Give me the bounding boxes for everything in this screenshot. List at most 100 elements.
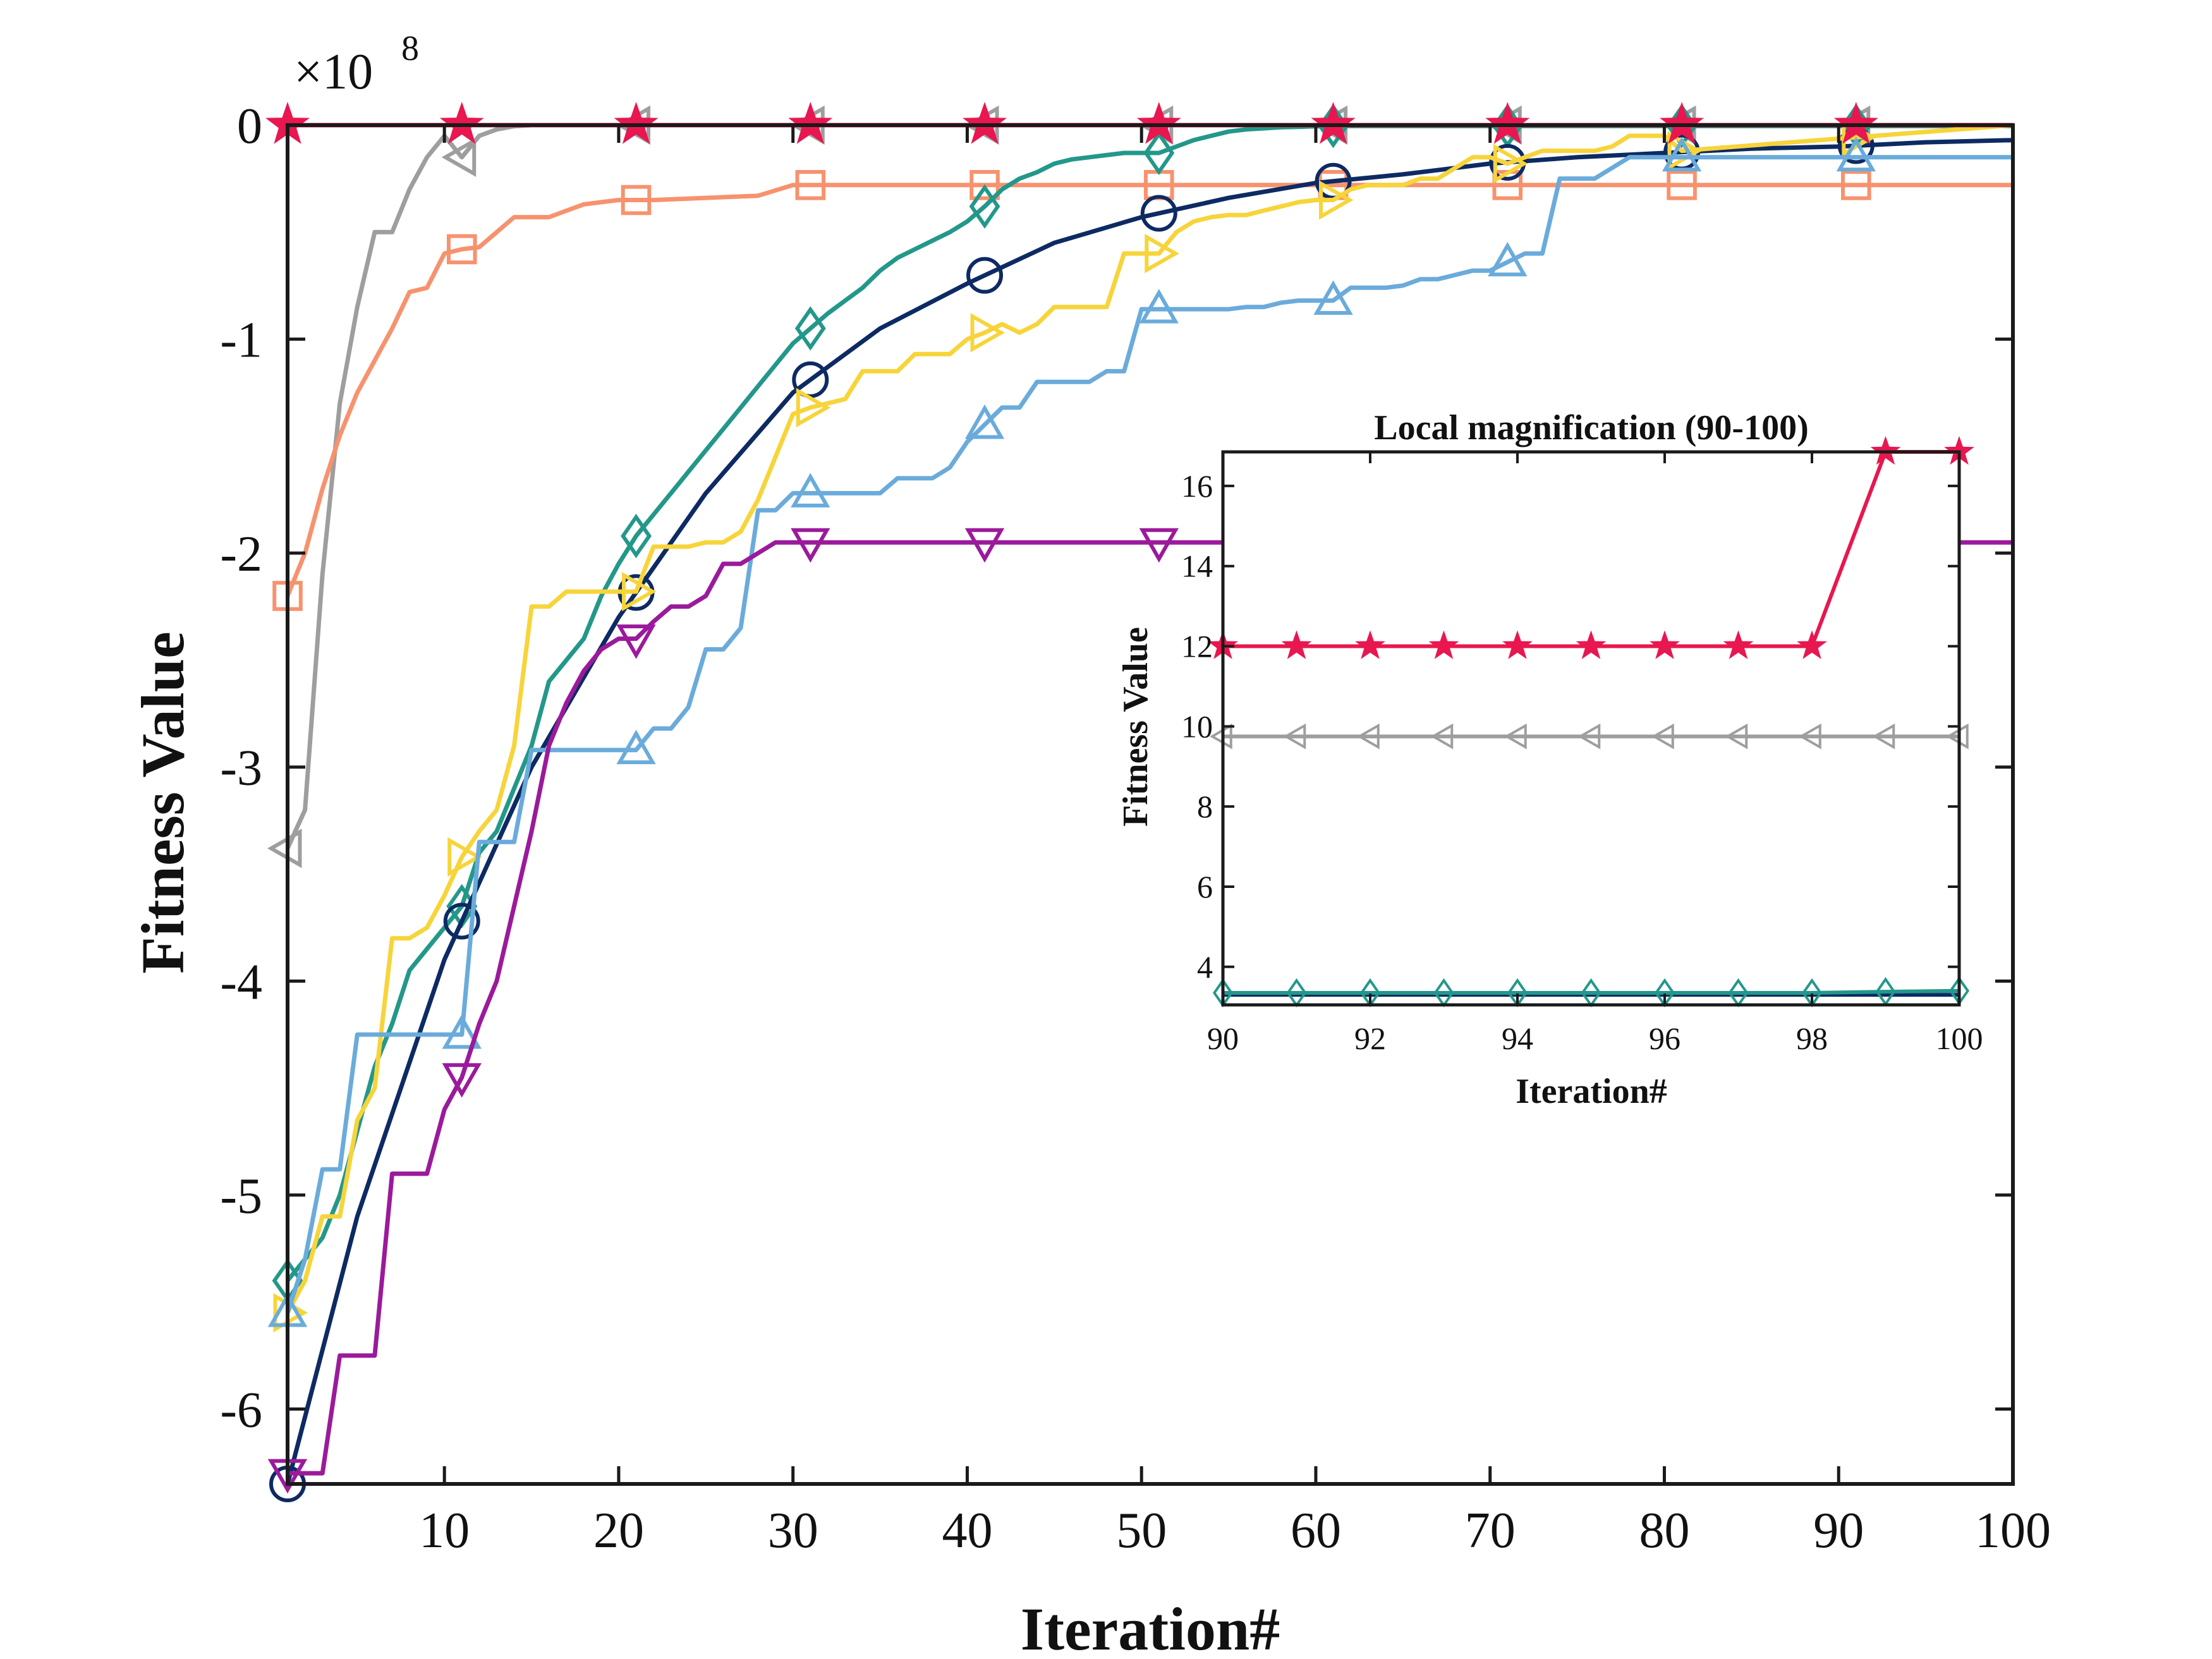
inset-chart: 90 92 94 96 98 100 4 6 8 10 12 14 16 Local magnifica… <box>1116 408 1983 1111</box>
data-point-navy-circle <box>966 257 1004 294</box>
data-point-gray-triangle-left <box>1798 723 1821 750</box>
x-tick-label: 100 <box>1975 1503 2051 1559</box>
x-tick-label: 96 <box>1649 1021 1680 1056</box>
data-point-crimson-star <box>962 102 1007 144</box>
data-point-gray-triangle-left <box>1504 723 1527 750</box>
data-point-gray-triangle-left <box>267 829 302 868</box>
inset-title: Local magnification (90-100) <box>1374 408 1808 447</box>
exponent-base: ×10 <box>294 44 373 100</box>
y-tick-label: 14 <box>1181 549 1213 584</box>
inset-plot-border <box>1221 450 1961 1007</box>
data-point-salmon-square <box>621 185 652 216</box>
main-plot-frame <box>286 123 2015 1486</box>
x-tick-label: 20 <box>593 1503 644 1559</box>
data-point-crimson-star <box>1355 630 1385 659</box>
data-point-gray-triangle-left <box>1283 723 1306 750</box>
main-chart: 10 20 30 40 50 60 70 80 90 100 0 -1 -2 -3 -4 -5 -6 ×10 8… <box>129 29 2051 1659</box>
data-point-crimson-star <box>1281 630 1312 659</box>
series-line-teal-diamond <box>1223 988 1960 995</box>
data-point-gray-triangle-left <box>1430 723 1454 750</box>
x-tick-label: 90 <box>1207 1021 1239 1056</box>
data-point-crimson-star <box>1485 102 1530 144</box>
data-point-teal-diamond <box>1143 130 1175 176</box>
x-tick-label: 92 <box>1354 1021 1386 1056</box>
data-point-blue-triangle-up <box>442 1014 482 1049</box>
inset-series-layer <box>1208 435 1974 1008</box>
series-line-gray-triangle-left <box>288 123 2013 849</box>
y-tick-label: -1 <box>220 313 262 368</box>
y-tick-label: 0 <box>237 99 262 154</box>
series-line-salmon-square <box>288 183 2013 597</box>
data-point-crimson-star <box>439 102 484 144</box>
data-point-purple-triangle-down <box>442 1063 482 1098</box>
x-tick-label: 94 <box>1502 1021 1533 1056</box>
data-point-crimson-star <box>1311 102 1356 144</box>
x-tick-label: 10 <box>419 1503 470 1559</box>
data-point-blue-triangle-up <box>791 473 830 507</box>
data-point-yellow-triangle-right <box>1493 143 1528 184</box>
data-point-crimson-star <box>614 102 659 144</box>
data-point-gray-triangle-left <box>1872 723 1895 750</box>
data-point-gray-triangle-left <box>441 137 477 177</box>
data-point-gray-triangle-left <box>1725 723 1748 750</box>
data-point-crimson-star <box>1659 102 1705 144</box>
y-tick-label: -4 <box>220 954 262 1010</box>
x-tick-label: 100 <box>1936 1021 1983 1056</box>
data-point-blue-triangle-up <box>1313 280 1353 315</box>
data-point-blue-triangle-up <box>1139 289 1179 324</box>
main-tick-layer: 10 20 30 40 50 60 70 80 90 100 0 -1 -2 -3 -4 -5 -6 <box>220 99 2051 1559</box>
data-point-yellow-triangle-right <box>796 387 831 428</box>
data-point-teal-diamond <box>969 184 1000 229</box>
y-tick-label: 10 <box>1181 708 1213 744</box>
x-tick-label: 70 <box>1465 1503 1516 1559</box>
inset-y-axis-title: Fitness Value <box>1116 627 1155 827</box>
data-point-gray-triangle-left <box>1356 723 1380 750</box>
x-tick-label: 80 <box>1639 1503 1689 1559</box>
series-line-blue-triangle-up <box>288 155 2013 1314</box>
data-point-gray-triangle-left <box>1651 723 1674 750</box>
x-tick-label: 40 <box>942 1503 992 1559</box>
data-point-crimson-star <box>788 102 833 144</box>
data-point-yellow-triangle-right <box>622 571 657 612</box>
data-point-salmon-square <box>446 234 477 265</box>
data-point-crimson-star <box>1723 630 1754 659</box>
series-line-purple-triangle-down <box>288 540 2013 1476</box>
y-tick-label: 12 <box>1181 629 1213 664</box>
data-point-blue-triangle-up <box>1662 137 1702 172</box>
x-tick-label: 98 <box>1796 1021 1828 1056</box>
data-point-crimson-star <box>1136 102 1181 144</box>
data-point-salmon-square <box>1667 170 1697 200</box>
y-tick-label: -5 <box>220 1169 262 1224</box>
x-tick-label: 30 <box>768 1503 818 1559</box>
main-x-axis-title: Iteration# <box>1021 1595 1280 1659</box>
x-tick-label: 50 <box>1116 1503 1167 1559</box>
data-point-salmon-square <box>969 170 1000 200</box>
data-point-crimson-star <box>1650 630 1680 659</box>
data-point-yellow-triangle-right <box>447 837 482 877</box>
y-tick-label: -2 <box>220 526 262 582</box>
series-crimson-star <box>1208 435 1974 659</box>
data-point-crimson-star <box>1502 630 1533 659</box>
data-point-navy-circle <box>1140 195 1177 232</box>
y-tick-label: 16 <box>1181 468 1213 504</box>
main-y-axis-title: Fitness Value <box>129 631 197 973</box>
exponent-power: 8 <box>401 29 419 68</box>
data-point-yellow-triangle-right <box>1319 180 1354 220</box>
data-point-navy-circle <box>443 902 480 940</box>
inset-plot-frame <box>1221 450 1961 1007</box>
data-point-salmon-square <box>795 170 826 200</box>
data-point-teal-diamond <box>794 306 826 351</box>
x-tick-label: 60 <box>1291 1503 1341 1559</box>
data-point-crimson-star <box>1428 630 1459 659</box>
data-point-crimson-star <box>1833 102 1878 144</box>
y-tick-label: -6 <box>220 1382 262 1438</box>
data-point-purple-triangle-down <box>616 624 656 659</box>
x-tick-label: 90 <box>1813 1503 1864 1559</box>
data-point-salmon-square <box>1841 170 1871 200</box>
y-tick-label: 6 <box>1197 869 1213 904</box>
y-tick-label: 4 <box>1197 949 1213 985</box>
data-point-blue-triangle-up <box>964 404 1005 439</box>
data-point-teal-diamond <box>621 513 652 559</box>
data-point-blue-triangle-up <box>616 729 656 765</box>
